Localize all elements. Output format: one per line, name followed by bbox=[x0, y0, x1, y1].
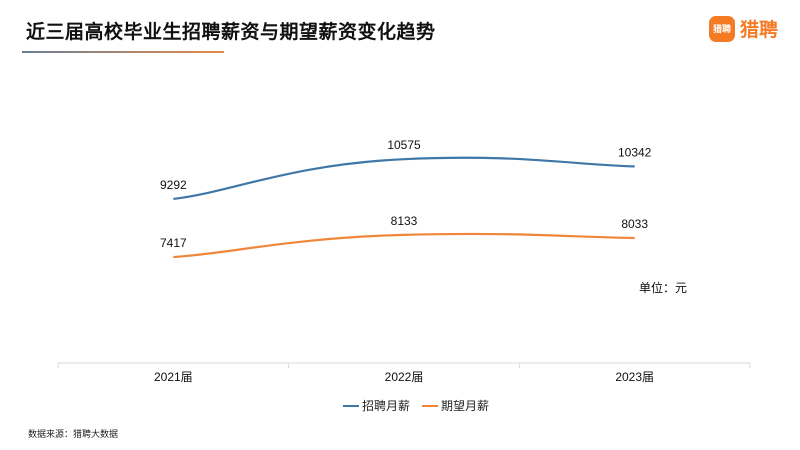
x-tick-label: 2023届 bbox=[615, 370, 654, 384]
data-label: 9292 bbox=[160, 178, 187, 192]
legend-item-recruit[interactable]: 招聘月薪 bbox=[343, 397, 410, 414]
legend-swatch bbox=[422, 404, 439, 407]
series-line-0 bbox=[173, 156, 635, 201]
x-tick-label: 2022届 bbox=[385, 370, 424, 384]
data-label: 7417 bbox=[160, 236, 187, 250]
legend-item-expected[interactable]: 期望月薪 bbox=[422, 397, 489, 414]
legend-label: 期望月薪 bbox=[441, 399, 490, 413]
data-source: 数据来源：猎聘大数据 bbox=[28, 429, 119, 439]
page-title: 近三届高校毕业生招聘薪资与期望薪资变化趋势 bbox=[26, 22, 436, 43]
data-label: 8033 bbox=[621, 217, 648, 231]
title-underline bbox=[22, 51, 224, 53]
data-label: 10575 bbox=[387, 138, 421, 152]
logo-badge-icon: 猎聘 bbox=[709, 15, 735, 42]
logo-text: 猎聘 bbox=[740, 20, 779, 41]
series-line-1 bbox=[173, 232, 635, 259]
data-label: 8133 bbox=[391, 214, 418, 228]
legend: 招聘月薪 期望月薪 bbox=[343, 397, 489, 414]
liepin-logo: 猎聘 猎聘 bbox=[709, 15, 778, 42]
legend-label: 招聘月薪 bbox=[362, 399, 411, 413]
x-tick-label: 2021届 bbox=[154, 370, 193, 384]
unit-label: 单位：元 bbox=[639, 281, 688, 295]
data-label: 10342 bbox=[618, 145, 652, 159]
legend-swatch bbox=[343, 404, 359, 407]
